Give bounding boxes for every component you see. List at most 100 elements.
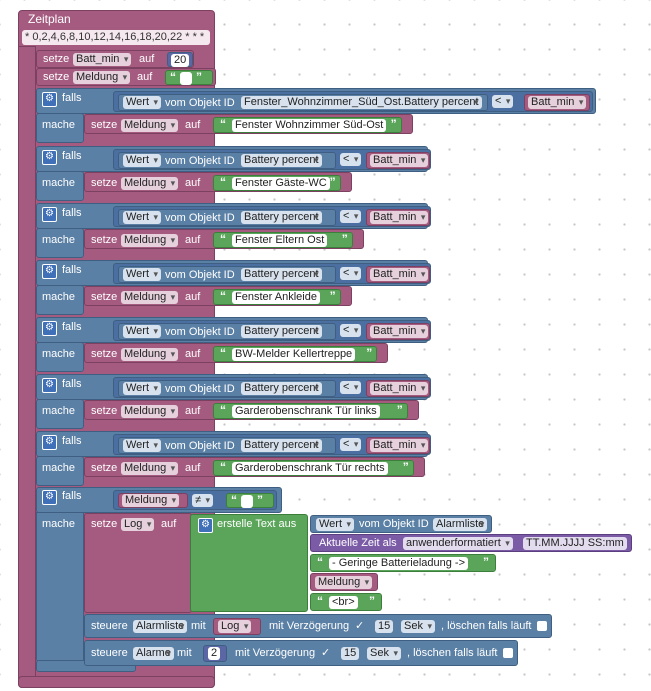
set-meldung-block[interactable]: setze Meldung auf “ ”: [36, 68, 216, 86]
var-dropdown[interactable]: Meldung: [73, 71, 131, 84]
wert-dropdown[interactable]: Wert: [123, 211, 162, 224]
meldung-var-block[interactable]: Meldung: [310, 573, 378, 591]
object-id-field[interactable]: Battery percent: [241, 154, 322, 167]
object-id-field[interactable]: Battery percent: [241, 439, 322, 452]
wert-dropdown[interactable]: Wert: [123, 325, 162, 338]
var-dropdown[interactable]: Batt_min: [370, 211, 429, 224]
clear-checkbox[interactable]: [503, 648, 513, 658]
text-block-br[interactable]: “ <br> ”: [310, 593, 382, 611]
var-dropdown[interactable]: Batt_min: [370, 439, 429, 452]
var-dropdown[interactable]: Batt_min: [370, 325, 429, 338]
var-dropdown[interactable]: Meldung: [121, 348, 179, 361]
operator-dropdown[interactable]: <: [340, 210, 362, 223]
var-dropdown[interactable]: Batt_min: [73, 53, 132, 66]
value-of-object-block[interactable]: Wert vom Objekt ID Alarmliste: [310, 515, 492, 533]
object-id-field[interactable]: Battery percent: [241, 382, 322, 395]
unit-dropdown[interactable]: Sek: [367, 647, 401, 660]
unit-dropdown[interactable]: Sek: [401, 620, 435, 633]
operator-dropdown[interactable]: <: [340, 267, 362, 280]
wert-dropdown[interactable]: Wert: [123, 382, 162, 395]
var-dropdown[interactable]: Meldung: [122, 494, 180, 507]
object-id-field[interactable]: Battery percent: [241, 325, 322, 338]
set-meldung-block[interactable]: setzeMeldungauf“Fenster Eltern Ost”: [84, 229, 364, 249]
delay-field[interactable]: 15: [341, 647, 360, 660]
text-block[interactable]: “Fenster Ankleide”: [213, 289, 341, 305]
operator-dropdown[interactable]: ≠: [192, 494, 214, 507]
number-block[interactable]: 20: [167, 52, 193, 67]
current-time-block[interactable]: Aktuelle Zeit als anwenderformatiert TT.…: [310, 534, 632, 552]
set-meldung-block[interactable]: setzeMeldungauf“BW-Melder Kellertreppe”: [84, 343, 389, 363]
var-dropdown[interactable]: Meldung: [121, 119, 179, 132]
var-dropdown[interactable]: Meldung: [121, 177, 179, 190]
var-dropdown[interactable]: Meldung: [121, 462, 179, 475]
var-dropdown[interactable]: Batt_min: [370, 382, 429, 395]
var-dropdown[interactable]: Meldung: [121, 234, 179, 247]
set-meldung-block[interactable]: setzeMeldungauf“Garderobenschrank Tür li…: [84, 400, 419, 420]
set-meldung-block[interactable]: setzeMeldungauf“Fenster Wohnzimmer Süd-O…: [84, 114, 413, 134]
format-string-field[interactable]: TT.MM.JJJJ SS:mm: [523, 537, 627, 550]
object-id-field[interactable]: Battery percent: [241, 268, 322, 281]
set-meldung-block[interactable]: setzeMeldungauf“Fenster Gäste-WC”: [84, 172, 352, 192]
operator-dropdown[interactable]: <: [340, 153, 362, 166]
wert-dropdown[interactable]: Wert: [123, 154, 162, 167]
target-field[interactable]: Alarme: [133, 647, 174, 660]
operator-dropdown[interactable]: <: [492, 95, 514, 108]
gear-icon[interactable]: ⚙: [42, 92, 57, 107]
control-alarmliste-block[interactable]: steuere Alarmliste mit Log mit Verzögeru…: [84, 614, 552, 638]
if-block-body: [36, 342, 84, 372]
text-block[interactable]: “Fenster Gäste-WC”: [213, 175, 341, 191]
gear-icon[interactable]: ⚙: [42, 435, 57, 450]
set-meldung-block[interactable]: setzeMeldungauf“Garderobenschrank Tür re…: [84, 457, 425, 477]
gear-icon[interactable]: ⚙: [198, 518, 213, 533]
format-dropdown[interactable]: anwenderformatiert: [403, 537, 513, 550]
cron-expression[interactable]: * 0,2,4,6,8,10,12,14,16,18,20,22 * * *: [22, 30, 210, 45]
text-block-geringe[interactable]: “ - Geringe Batterieladung -> ”: [310, 554, 496, 572]
operator-dropdown[interactable]: <: [340, 324, 362, 337]
gear-icon[interactable]: ⚙: [42, 207, 57, 222]
object-id-field[interactable]: Alarmliste: [433, 518, 488, 531]
var-dropdown[interactable]: Meldung: [121, 405, 179, 418]
operator-dropdown[interactable]: <: [340, 438, 362, 451]
compare-block[interactable]: Wertvom Objekt IDFenster_Wohnzimmer_Süd_…: [113, 91, 593, 112]
empty-text-block[interactable]: “ ”: [226, 493, 274, 508]
var-dropdown[interactable]: Log: [121, 518, 155, 531]
text-block[interactable]: “Fenster Wohnzimmer Süd-Ost”: [213, 117, 402, 133]
var-dropdown[interactable]: Meldung: [121, 291, 179, 304]
delay-field[interactable]: 15: [375, 620, 394, 633]
text-join-block[interactable]: ⚙ erstelle Text aus: [190, 514, 308, 612]
operator-dropdown[interactable]: <: [340, 381, 362, 394]
wert-dropdown[interactable]: Wert: [123, 96, 162, 109]
gear-icon[interactable]: ⚙: [42, 490, 57, 505]
var-dropdown[interactable]: Batt_min: [528, 96, 587, 109]
control-alarme-block[interactable]: steuere Alarme mit 2 mit Verzögerung ✓ 1…: [84, 640, 518, 666]
compare-block[interactable]: Meldung ≠ “ ”: [113, 490, 277, 510]
gear-icon[interactable]: ⚙: [42, 378, 57, 393]
var-dropdown[interactable]: Batt_min: [370, 268, 429, 281]
set-batt-min-block[interactable]: setze Batt_min auf 20: [36, 50, 194, 68]
gear-icon[interactable]: ⚙: [42, 321, 57, 336]
empty-text-block[interactable]: “ ”: [165, 70, 213, 85]
set-meldung-block[interactable]: setzeMeldungauf“Fenster Ankleide”: [84, 286, 352, 306]
text-block[interactable]: “BW-Melder Kellertreppe”: [213, 346, 378, 362]
text-block[interactable]: “Garderobenschrank Tür links”: [213, 403, 408, 419]
clear-checkbox[interactable]: [537, 621, 547, 631]
wert-dropdown[interactable]: Wert: [123, 439, 162, 452]
object-id-field[interactable]: Battery percent: [241, 211, 322, 224]
text-block[interactable]: “Fenster Eltern Ost”: [213, 232, 353, 248]
object-id-field[interactable]: Fenster_Wohnzimmer_Süd_Ost.Battery perce…: [241, 96, 482, 109]
schedule-title: Zeitplan: [28, 12, 71, 26]
wert-dropdown[interactable]: Wert: [123, 268, 162, 281]
var-dropdown[interactable]: Batt_min: [370, 154, 429, 167]
gear-icon[interactable]: ⚙: [42, 150, 57, 165]
set-log-block[interactable]: setze Log auf: [84, 513, 192, 613]
target-field[interactable]: Alarmliste: [133, 620, 188, 633]
if-block-last-body: [36, 512, 84, 662]
gear-icon[interactable]: ⚙: [42, 264, 57, 279]
text-block[interactable]: “Garderobenschrank Tür rechts”: [213, 460, 414, 476]
